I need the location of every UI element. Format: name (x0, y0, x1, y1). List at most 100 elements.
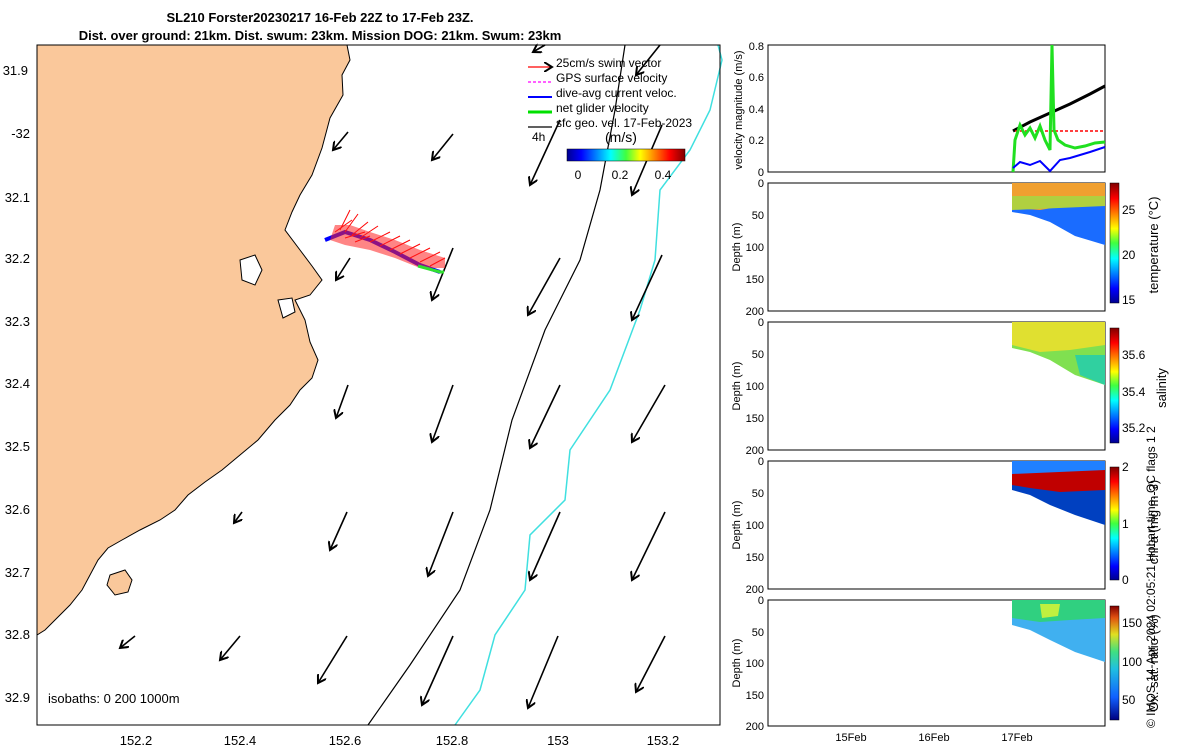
depth-tick: 150 (746, 552, 764, 564)
salinity-tick: 35.4 (1122, 385, 1146, 399)
map-y-tick: 32.2 (5, 251, 30, 266)
colorbar-tick: 0.4 (655, 168, 672, 182)
map-y-tick: 31.9 (3, 63, 28, 78)
oxygen-panel: 0 50 100 150 200 Depth (m) 50 100 150 Ox… (731, 595, 1161, 733)
depth-tick: 0 (758, 595, 764, 607)
map-x-tick: 152.2 (120, 733, 153, 748)
depth-tick: 200 (746, 306, 764, 318)
oxygen-tick: 100 (1122, 655, 1142, 669)
oxygen-tick: 150 (1122, 616, 1142, 630)
salinity-label: salinity (1154, 368, 1169, 408)
depth-tick: 50 (752, 488, 764, 500)
time-tick: 15Feb (835, 732, 866, 744)
map-x-tick: 153.2 (647, 733, 680, 748)
oxygen-tick: 50 (1122, 693, 1136, 707)
map-colorbar (566, 148, 686, 162)
legend-label: GPS surface velocity (556, 71, 667, 85)
map-title-line2: Dist. over ground: 21km. Dist. swum: 23k… (78, 28, 562, 43)
legend-label: 25cm/s swim vector (556, 56, 661, 70)
coastline-land (36, 44, 351, 636)
map-y-tick: 32.8 (5, 627, 30, 642)
temperature-label: temperature (°C) (1146, 197, 1161, 294)
legend-label: sfc geo. vel. 17-Feb-2023 (556, 116, 692, 130)
map-y-tick: 32.1 (5, 190, 30, 205)
map-y-tick: 32.7 (5, 565, 30, 580)
velocity-y-tick: 0.2 (749, 135, 764, 147)
legend-label: dive-avg current veloc. (556, 86, 677, 100)
velocity-panel: 0 0.2 0.4 0.6 0.8 velocity magnitude (m/… (733, 41, 1106, 179)
depth-tick: 50 (752, 349, 764, 361)
depth-ylabel: Depth (m) (731, 362, 743, 411)
map-x-tick: 152.8 (436, 733, 469, 748)
depth-ylabel: Depth (m) (731, 639, 743, 688)
temperature-tick: 15 (1122, 293, 1136, 307)
lake (277, 297, 296, 319)
depth-tick: 200 (746, 721, 764, 733)
depth-tick: 50 (752, 210, 764, 222)
depth-tick: 200 (746, 445, 764, 457)
velocity-series-blue (1012, 146, 1106, 173)
depth-tick: 100 (746, 381, 764, 393)
chla-label: chl-a (mg m-3) (1146, 480, 1161, 565)
time-tick: 16Feb (918, 732, 949, 744)
depth-tick: 150 (746, 690, 764, 702)
map-x-ticks: 152.2 152.4 152.6 152.8 153 153.2 (120, 733, 680, 748)
temperature-tick: 25 (1122, 203, 1136, 217)
chla-tick: 0 (1122, 573, 1129, 587)
time-axis-ticks: 15Feb 16Feb 17Feb (835, 732, 1032, 744)
depth-tick: 150 (746, 274, 764, 286)
geostrophic-velocity-arrows (120, 45, 666, 708)
map-y-tick: 32.6 (5, 502, 30, 517)
credit-text: © IMOS 14-Apr-2024 02:05:21 Hobart time.… (1144, 426, 1158, 728)
depth-tick: 0 (758, 456, 764, 468)
velocity-y-tick: 0 (758, 167, 764, 179)
isobath-1000m (454, 44, 723, 726)
glider-track (324, 209, 446, 274)
time-label: 4h (532, 130, 545, 144)
legend-label: net glider velocity (556, 101, 649, 115)
colorbar-tick: 0.2 (612, 168, 629, 182)
map-y-tick: -32 (11, 126, 30, 141)
colorbar-tick: 0 (575, 168, 582, 182)
salinity-panel: 0 50 100 150 200 Depth (m) 35.2 35.4 35.… (731, 317, 1169, 457)
map-y-tick: 32.4 (5, 376, 30, 391)
velocity-series-green (1011, 44, 1106, 173)
lake (239, 254, 263, 286)
map-y-tick: 32.5 (5, 439, 30, 454)
map-x-tick: 152.4 (224, 733, 257, 748)
map-y-tick: 32.9 (5, 690, 30, 705)
depth-ylabel: Depth (m) (731, 223, 743, 272)
depth-tick: 100 (746, 242, 764, 254)
velocity-y-tick: 0.8 (749, 41, 764, 53)
map-legend: 25cm/s swim vector GPS surface velocity … (528, 56, 692, 182)
coastline-island (106, 569, 133, 596)
salinity-tick: 35.2 (1122, 421, 1146, 435)
map-x-tick: 152.6 (329, 733, 362, 748)
depth-tick: 100 (746, 520, 764, 532)
chla-panel: 0 50 100 150 200 Depth (m) 0 1 2 chl-a (… (731, 456, 1161, 596)
velocity-series-black (1012, 84, 1106, 133)
depth-tick: 100 (746, 658, 764, 670)
velocity-y-tick: 0.6 (749, 72, 764, 84)
temperature-panel: 0 50 100 150 200 Depth (m) 15 20 25 temp… (731, 178, 1161, 318)
velocity-ylabel: velocity magnitude (m/s) (733, 50, 745, 169)
depth-tick: 50 (752, 627, 764, 639)
salinity-tick: 35.6 (1122, 348, 1146, 362)
depth-tick: 150 (746, 413, 764, 425)
map-y-tick: 32.3 (5, 314, 30, 329)
time-tick: 17Feb (1001, 732, 1032, 744)
map-title-line1: SL210 Forster20230217 16-Feb 22Z to 17-F… (166, 10, 474, 25)
isobaths-label: isobaths: 0 200 1000m (48, 691, 180, 706)
chla-tick: 1 (1122, 517, 1129, 531)
map-y-ticks: 31.9 -32 32.1 32.2 32.3 32.4 32.5 32.6 3… (3, 63, 30, 705)
depth-tick: 200 (746, 584, 764, 596)
map-x-tick: 153 (547, 733, 569, 748)
velocity-y-tick: 0.4 (749, 104, 764, 116)
oxygen-label: Ox. sat. ratio (%) (1146, 614, 1161, 712)
depth-tick: 0 (758, 317, 764, 329)
depth-ylabel: Depth (m) (731, 501, 743, 550)
colorbar-label: (m/s) (605, 129, 637, 145)
chla-tick: 2 (1122, 460, 1129, 474)
depth-tick: 0 (758, 178, 764, 190)
